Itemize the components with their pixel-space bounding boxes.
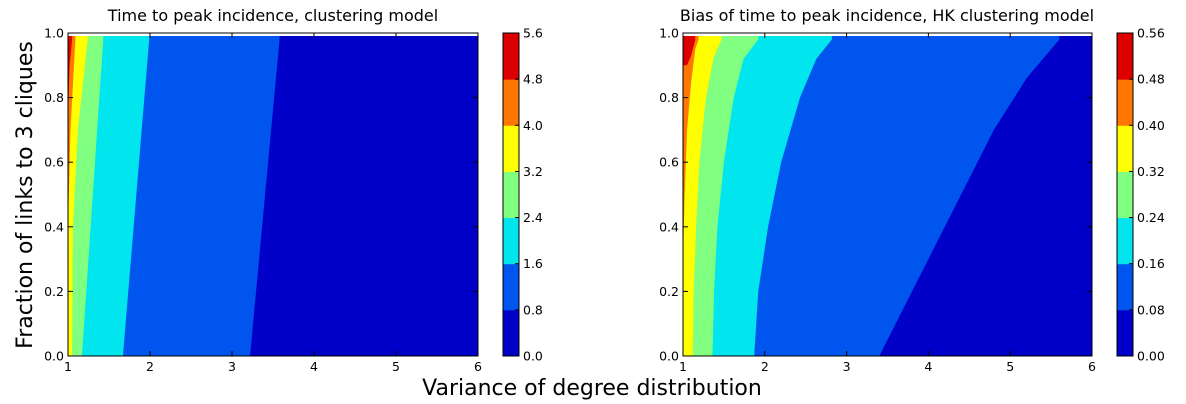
y-tick-label: 0.0 [44, 349, 64, 364]
colorbar-swatch [503, 263, 519, 311]
left-contour-plot: 1 2 3 4 5 6 0.0 0.2 0.4 0.6 0.8 1.0 [44, 26, 482, 375]
colorbar-swatch [1117, 309, 1133, 357]
y-tick-label: 0.2 [659, 284, 679, 299]
x-tick-label: 1 [64, 359, 72, 374]
colorbar-frame [1116, 32, 1134, 357]
colorbar-tick-label: 4.0 [523, 118, 543, 133]
right-colorbar: 0.00 0.08 0.16 0.24 0.32 0.40 0.48 0.56 [1116, 26, 1165, 364]
y-tick-label: 0.4 [659, 219, 679, 234]
x-tick-label: 1 [679, 359, 687, 374]
y-axis-label: Fraction of links to 3 cliques [13, 41, 38, 349]
colorbar-tick-label: 4.8 [523, 72, 543, 87]
colorbar-tick-label: 1.6 [523, 256, 543, 271]
colorbar-tick-label: 5.6 [523, 26, 543, 41]
colorbar-tick-label: 2.4 [523, 210, 543, 225]
y-tick-label: 1.0 [659, 26, 679, 41]
colorbar-tick-label: 0.40 [1137, 118, 1165, 133]
y-tick-label: 0.6 [44, 155, 64, 170]
y-tick-label: 0.6 [659, 155, 679, 170]
y-tick-label: 0.2 [44, 284, 64, 299]
y-tick-label: 0.4 [44, 219, 64, 234]
contour-band-4 [68, 33, 88, 356]
contour-band-6 [683, 33, 696, 356]
right-chart: Bias of time to peak incidence, HK clust… [659, 6, 1165, 374]
plot-frame [67, 32, 479, 357]
plot-top-margin [68, 33, 478, 36]
colorbar-swatch [503, 217, 519, 265]
colorbar-tick-label: 0.16 [1137, 256, 1165, 271]
colorbar-swatch [503, 33, 519, 80]
x-tick-label: 3 [228, 359, 236, 374]
colorbar-swatch [1117, 263, 1133, 311]
colorbar-frame [502, 32, 520, 357]
x-axis-label: Variance of degree distribution [422, 376, 762, 401]
colorbar-tick-label: 0.32 [1137, 164, 1165, 179]
right-chart-title: Bias of time to peak incidence, HK clust… [680, 6, 1094, 25]
colorbar-tick-label: 0.00 [1137, 349, 1165, 364]
colorbar-tick-label: 0.48 [1137, 72, 1165, 87]
colorbar-swatch [1117, 33, 1133, 80]
x-tick-label: 6 [1088, 359, 1096, 374]
x-tick-label: 3 [843, 359, 851, 374]
colorbar-swatch [1117, 171, 1133, 219]
x-tick-label: 4 [310, 359, 318, 374]
x-tick-label: 5 [392, 359, 400, 374]
colorbar-swatch [503, 309, 519, 357]
colorbar-swatch [1117, 79, 1133, 126]
colorbar-tick-label: 0.0 [523, 349, 543, 364]
x-tick-label: 4 [924, 359, 932, 374]
plot-top-margin [683, 33, 1092, 36]
x-tick-label: 5 [1006, 359, 1014, 374]
contour-band-5 [683, 33, 699, 356]
contour-band-5 [68, 33, 76, 356]
y-tick-label: 0.0 [659, 349, 679, 364]
colorbar-tick-label: 0.56 [1137, 26, 1165, 41]
colorbar-tick-label: 0.8 [523, 302, 543, 317]
x-tick-label: 2 [761, 359, 769, 374]
plot-frame [682, 32, 1093, 357]
right-contour-plot: 1 2 3 4 5 6 0.0 0.2 0.4 0.6 0.8 1.0 [659, 26, 1096, 375]
colorbar-tick-label: 0.08 [1137, 302, 1165, 317]
y-tick-label: 0.8 [659, 90, 679, 105]
colorbar-swatch [503, 125, 519, 172]
x-tick-label: 2 [146, 359, 154, 374]
left-chart: Time to peak incidence, clustering model… [44, 6, 543, 374]
colorbar-tick-label: 0.24 [1137, 210, 1165, 225]
colorbar-tick-label: 3.2 [523, 164, 543, 179]
colorbar-swatch [503, 171, 519, 219]
y-tick-label: 1.0 [44, 26, 64, 41]
colorbar-swatch [503, 79, 519, 126]
x-tick-label: 6 [474, 359, 482, 374]
y-tick-label: 0.8 [44, 90, 64, 105]
colorbar-swatch [1117, 217, 1133, 265]
contour-band-4 [683, 33, 722, 356]
colorbar-swatch [1117, 125, 1133, 172]
left-colorbar: 0.0 0.8 1.6 2.4 3.2 4.0 4.8 5.6 [502, 26, 543, 364]
left-chart-title: Time to peak incidence, clustering model [107, 6, 438, 25]
